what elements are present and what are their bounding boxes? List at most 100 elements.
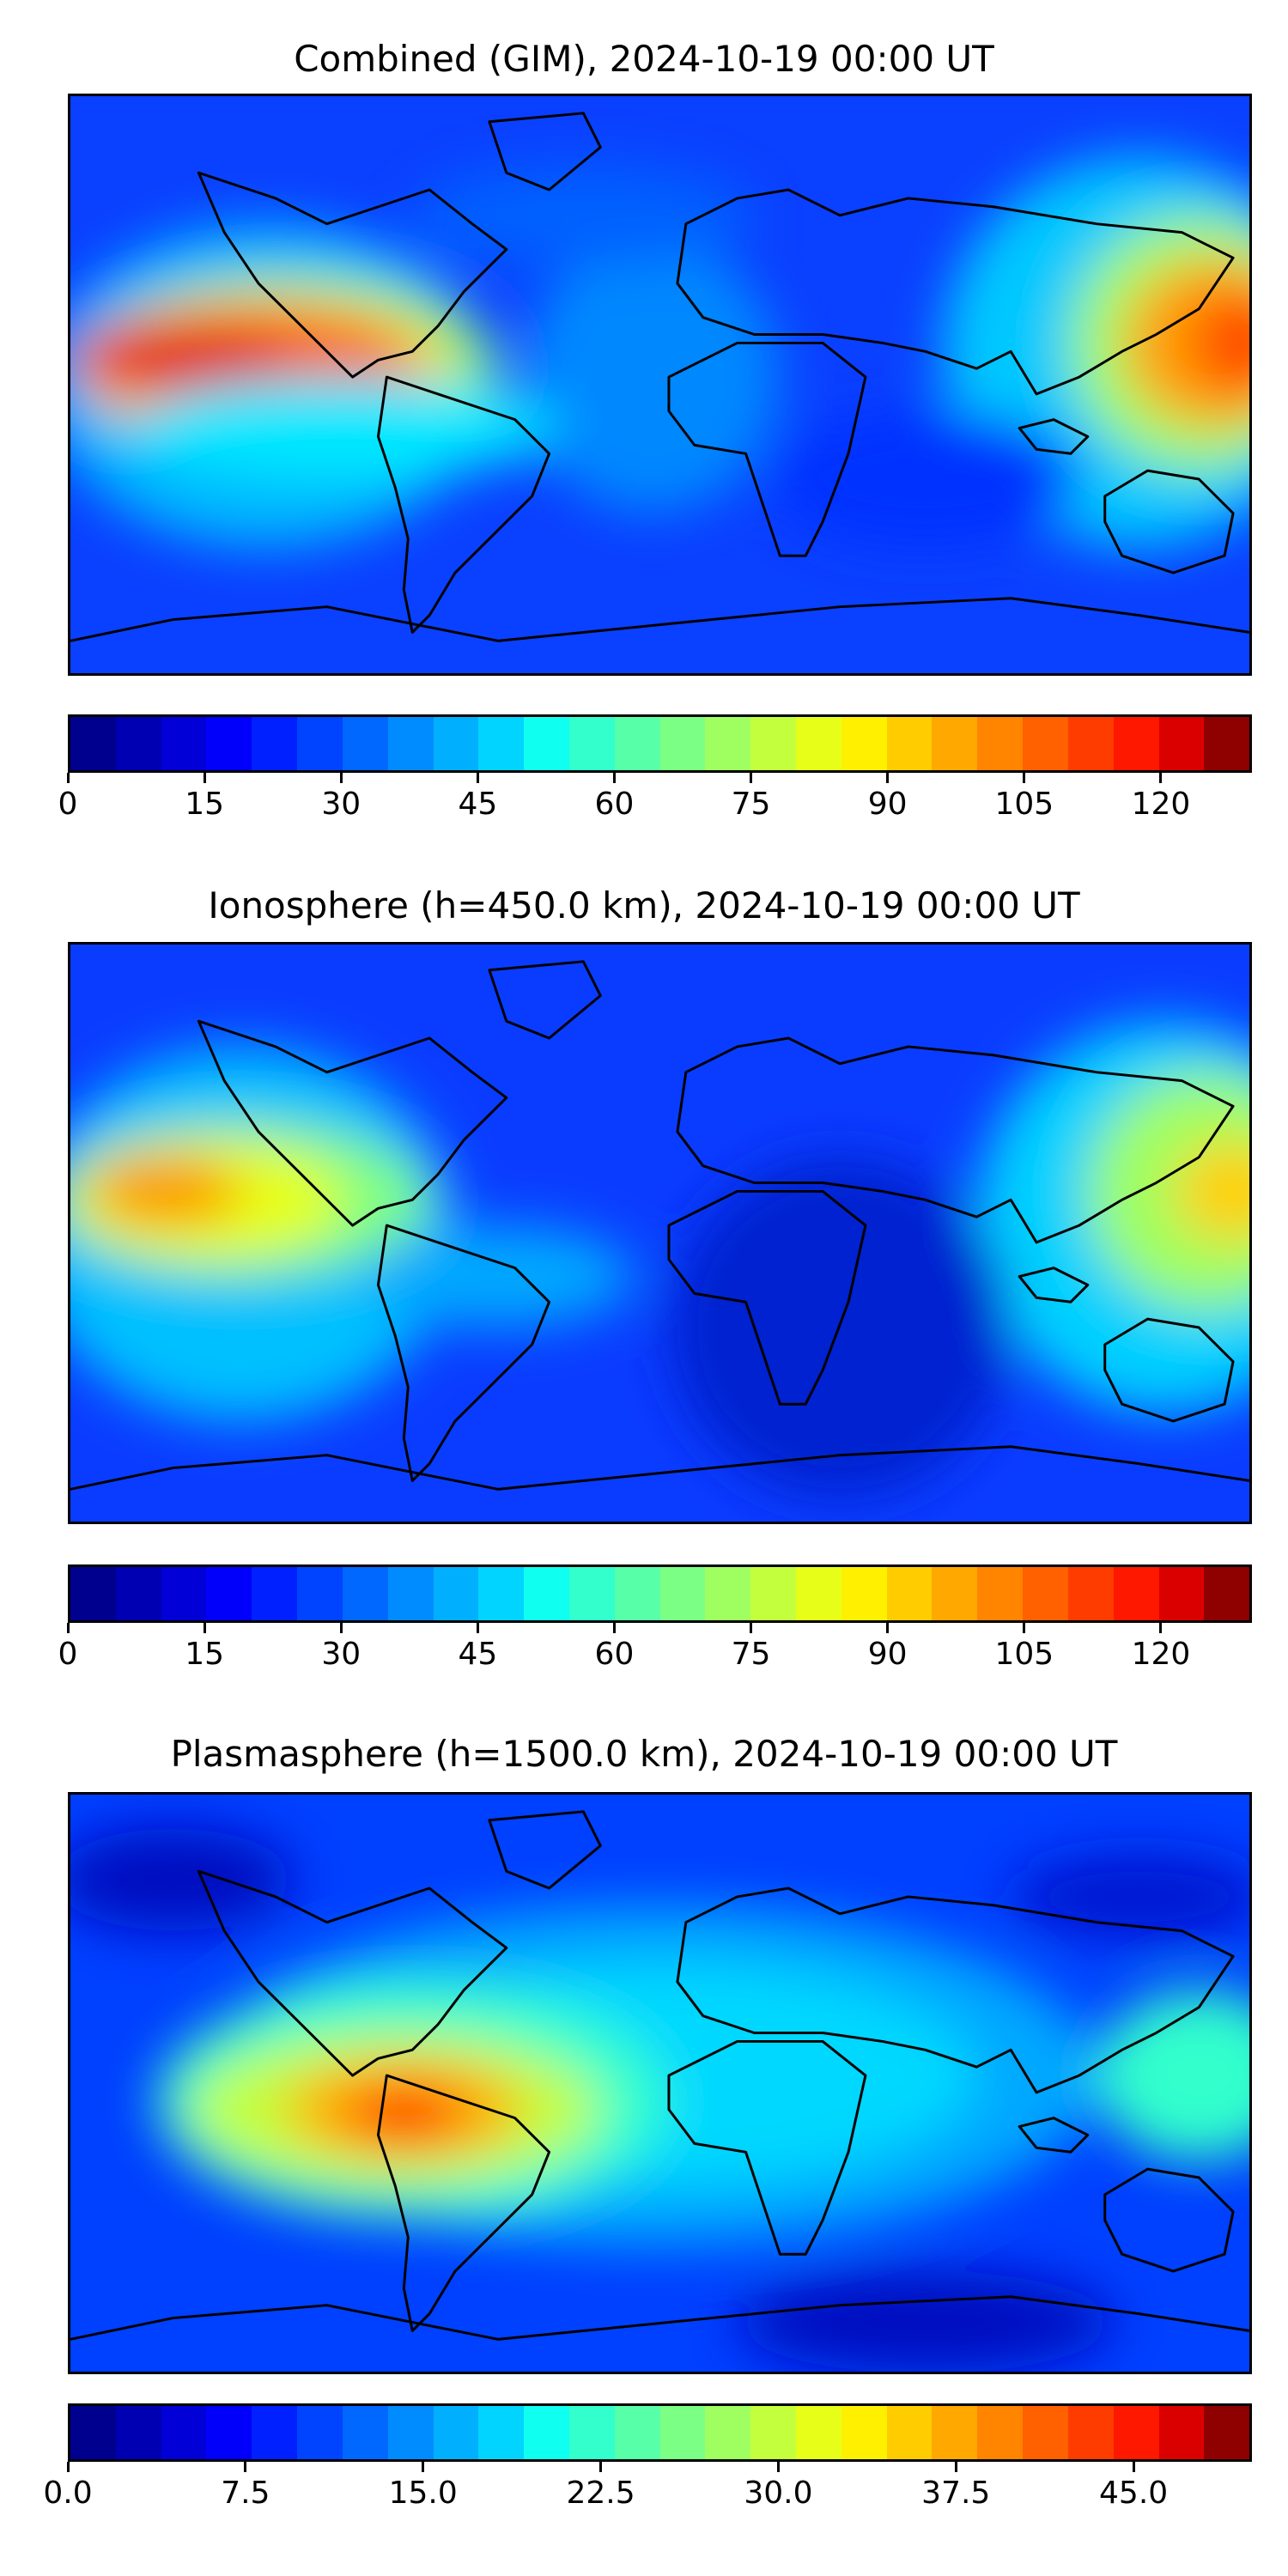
- colorbar-segment: [841, 1567, 887, 1620]
- colorbar-tick-mark: [886, 773, 890, 783]
- colorbar-segment: [1023, 717, 1068, 770]
- colorbar-tick-mark: [954, 2462, 957, 2472]
- colorbar-segment: [796, 1567, 841, 1620]
- colorbar-tick-label: 30: [321, 787, 361, 822]
- colorbar-segment: [433, 1567, 479, 1620]
- combined-map-canvas: [70, 96, 1249, 673]
- ionosphere-map-canvas: [70, 945, 1249, 1522]
- colorbar-segment: [750, 2406, 796, 2459]
- colorbar-segment: [70, 717, 116, 770]
- colorbar-segment: [387, 2406, 434, 2459]
- colorbar-segment: [886, 1567, 933, 1620]
- colorbar-segment: [568, 717, 615, 770]
- colorbar-segment: [841, 717, 887, 770]
- colorbar-segment: [297, 2406, 343, 2459]
- colorbar-segment: [478, 2406, 525, 2459]
- colorbar-tick-mark: [244, 2462, 247, 2472]
- colorbar-tick-label: 15.0: [388, 2476, 458, 2511]
- colorbar-tick-label: 75: [731, 1637, 771, 1672]
- colorbar-tick-mark: [339, 1623, 343, 1633]
- colorbar-tick-mark: [1132, 2462, 1135, 2472]
- ionosphere-tec-map: [68, 942, 1252, 1524]
- colorbar-segment: [252, 1567, 298, 1620]
- colorbar-segment: [70, 1567, 116, 1620]
- combined-colorbar: [68, 714, 1252, 773]
- colorbar-tick-mark: [750, 773, 753, 783]
- colorbar-tick-mark: [776, 2462, 780, 2472]
- colorbar-segment: [705, 717, 751, 770]
- colorbar-segment: [977, 2406, 1024, 2459]
- colorbar-segment: [206, 2406, 252, 2459]
- colorbar-segment: [1067, 2406, 1114, 2459]
- colorbar-tick-label: 15: [185, 1637, 225, 1672]
- colorbar-segment: [659, 717, 706, 770]
- colorbar-tick-label: 7.5: [221, 2476, 270, 2511]
- colorbar-segment: [1204, 2406, 1249, 2459]
- colorbar-segment: [1158, 1567, 1205, 1620]
- colorbar-segment: [115, 1567, 161, 1620]
- colorbar-segment: [568, 2406, 615, 2459]
- colorbar-tick-label: 105: [994, 787, 1054, 822]
- colorbar-tick-label: 120: [1131, 787, 1191, 822]
- colorbar-segment: [705, 2406, 751, 2459]
- colorbar-segment: [568, 1567, 615, 1620]
- colorbar-segment: [796, 2406, 841, 2459]
- colorbar-tick-label: 60: [594, 1637, 635, 1672]
- ionosphere-colorbar: [68, 1564, 1252, 1623]
- colorbar-tick-label: 45: [458, 1637, 498, 1672]
- colorbar-segment: [614, 2406, 660, 2459]
- colorbar-segment: [932, 1567, 978, 1620]
- colorbar-segment: [614, 717, 660, 770]
- colorbar-tick-mark: [886, 1623, 890, 1633]
- colorbar-segment: [1023, 1567, 1068, 1620]
- colorbar-tick-label: 90: [867, 787, 908, 822]
- colorbar-segment: [1204, 1567, 1249, 1620]
- colorbar-tick-label: 60: [594, 787, 635, 822]
- colorbar-tick-mark: [1023, 773, 1026, 783]
- colorbar-tick-label: 0.0: [43, 2476, 93, 2511]
- colorbar-tick-mark: [339, 773, 343, 783]
- colorbar-segment: [659, 1567, 706, 1620]
- colorbar-segment: [115, 717, 161, 770]
- plasmasphere-coastlines: [70, 1810, 1249, 2341]
- colorbar-segment: [478, 1567, 525, 1620]
- colorbar-segment: [932, 717, 978, 770]
- colorbar-segment: [70, 2406, 116, 2459]
- colorbar-tick-label: 22.5: [566, 2476, 635, 2511]
- colorbar-segment: [977, 717, 1024, 770]
- combined-tec-field: [70, 155, 1249, 548]
- colorbar-tick-mark: [750, 1623, 753, 1633]
- plasmasphere-colorbar-ticks: 0.0 7.5 15.0 22.5 30.0 37.5 45.0: [43, 2462, 1252, 2513]
- colorbar-tick-mark: [1159, 773, 1163, 783]
- combined-colorbar-ticks: 0 15 30 45 60 75 90 105 120: [58, 773, 1252, 824]
- plasmasphere-map-canvas: [70, 1795, 1249, 2372]
- colorbar-tick-label: 45: [458, 787, 498, 822]
- colorbar-segment: [1067, 717, 1114, 770]
- colorbar-segment: [524, 717, 569, 770]
- colorbar-segment: [524, 1567, 569, 1620]
- colorbar-segment: [705, 1567, 751, 1620]
- colorbar-tick-label: 75: [731, 787, 771, 822]
- ionosphere-colorbar-ticks: 0 15 30 45 60 75 90 105 120: [58, 1623, 1252, 1674]
- colorbar-segment: [977, 1567, 1024, 1620]
- colorbar-segment: [659, 2406, 706, 2459]
- colorbar-segment: [115, 2406, 161, 2459]
- colorbar-segment: [1113, 1567, 1159, 1620]
- colorbar-tick-label: 45.0: [1099, 2476, 1169, 2511]
- colorbar-segment: [206, 717, 252, 770]
- colorbar-segment: [433, 717, 479, 770]
- plasmasphere-tec-field: [70, 1828, 1249, 2372]
- colorbar-segment: [932, 2406, 978, 2459]
- colorbar-segment: [342, 1567, 388, 1620]
- colorbar-tick-mark: [612, 1623, 616, 1633]
- colorbar-segment: [1204, 717, 1249, 770]
- colorbar-tick-label: 90: [867, 1637, 908, 1672]
- colorbar-segment: [297, 717, 343, 770]
- colorbar-tick-label: 37.5: [921, 2476, 991, 2511]
- colorbar-tick-mark: [476, 773, 479, 783]
- colorbar-tick-label: 0: [58, 1637, 78, 1672]
- colorbar-tick-label: 30: [321, 1637, 361, 1672]
- plasmasphere-map-title: Plasmasphere (h=1500.0 km), 2024-10-19 0…: [170, 1733, 1118, 1775]
- colorbar-segment: [297, 1567, 343, 1620]
- colorbar-segment: [750, 1567, 796, 1620]
